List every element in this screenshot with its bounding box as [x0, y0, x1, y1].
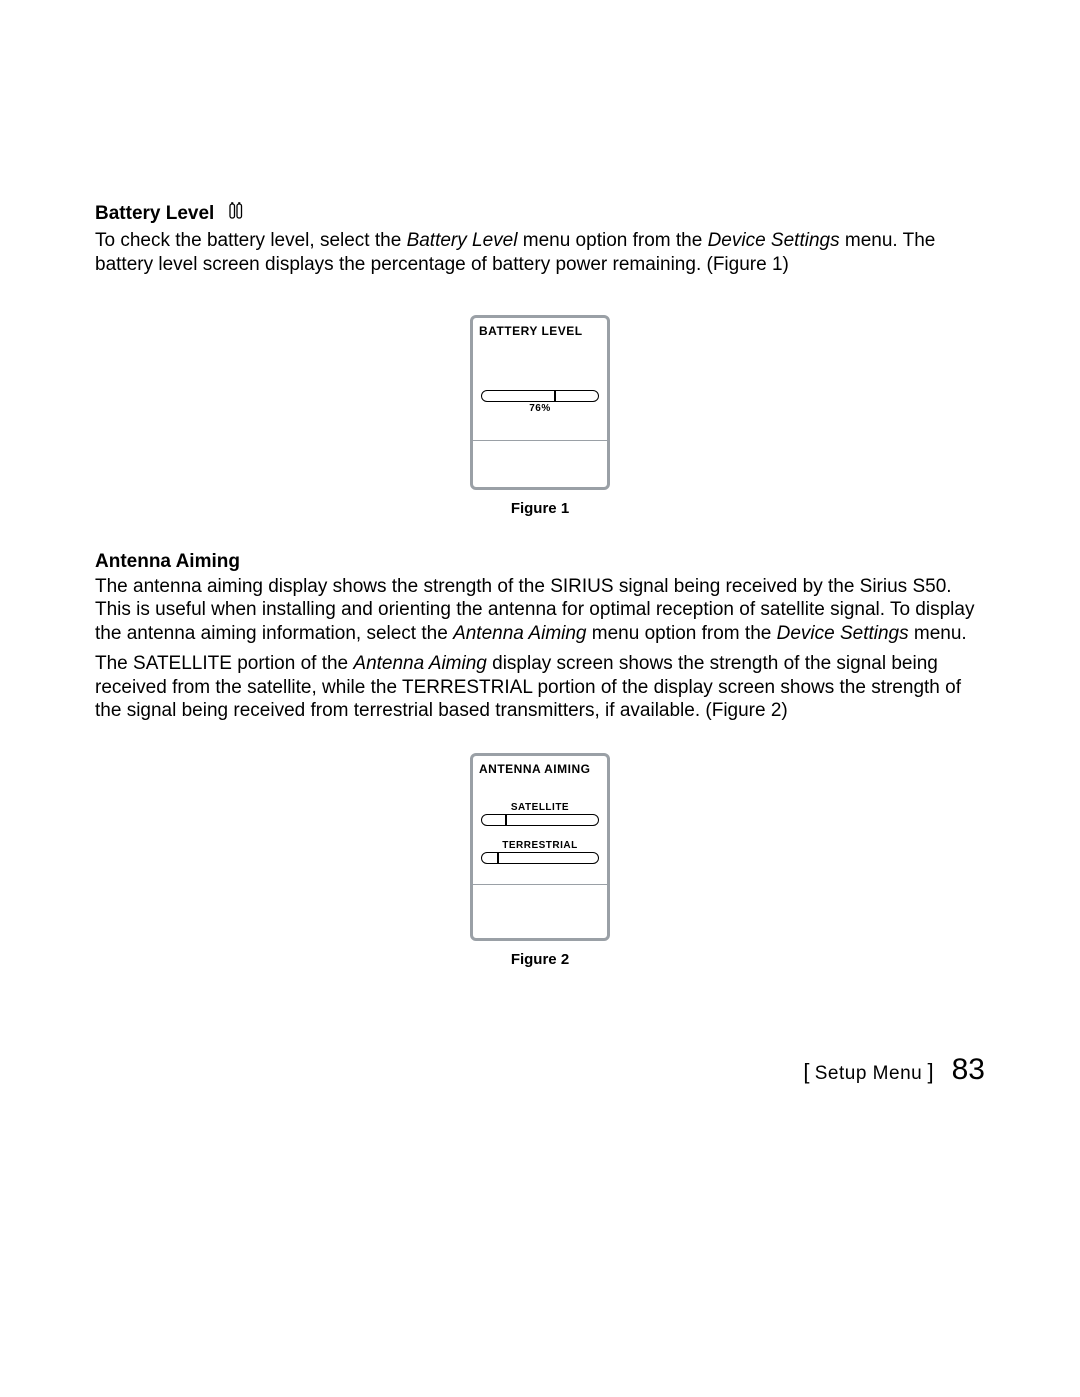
text-italic: Antenna Aiming: [353, 653, 486, 674]
text: menu option from the: [587, 623, 777, 644]
figure-1: BATTERY LEVEL 76% Figure 1: [95, 315, 985, 517]
text: menu.: [909, 623, 967, 644]
figure-2-screen: ANTENNA AIMING SATELLITE TERRESTRIAL: [470, 753, 610, 941]
text-italic: Device Settings: [708, 230, 840, 251]
page-footer: [ Setup Menu ] 83: [803, 1053, 985, 1087]
bracket-open: [: [803, 1059, 809, 1084]
battery-icon: [225, 200, 247, 227]
text: The SATELLITE portion of the: [95, 653, 353, 674]
bracket-close: ]: [928, 1059, 934, 1084]
text-italic: Device Settings: [777, 623, 909, 644]
figure-2-divider-line: [473, 884, 607, 885]
text: menu option from the: [517, 230, 707, 251]
figure-1-progress-bar: [481, 390, 599, 402]
figure-1-screen-title: BATTERY LEVEL: [473, 318, 607, 338]
figure-1-bar-divider: [554, 390, 556, 402]
page-number: 83: [952, 1053, 985, 1087]
text-italic: Antenna Aiming: [453, 623, 586, 644]
figure-2-terr-label: TERRESTRIAL: [473, 840, 607, 851]
figure-2-sat-label: SATELLITE: [473, 802, 607, 813]
figure-1-percent-label: 76%: [473, 403, 607, 414]
page: Battery Level To check the battery level…: [0, 0, 1080, 1397]
battery-level-heading: Battery Level: [95, 203, 214, 225]
text: To check the battery level, select the: [95, 230, 407, 251]
figure-2-caption: Figure 2: [95, 951, 985, 968]
figure-2-terr-divider: [497, 852, 499, 864]
figure-2: ANTENNA AIMING SATELLITE TERRESTRIAL Fig…: [95, 753, 985, 968]
battery-level-heading-row: Battery Level: [95, 200, 985, 227]
footer-section-label: Setup Menu: [815, 1063, 922, 1084]
figure-2-terr-bar: [481, 852, 599, 864]
footer-section: [ Setup Menu ]: [803, 1059, 933, 1085]
figure-1-divider-line: [473, 440, 607, 441]
figure-2-sat-divider: [505, 814, 507, 826]
figure-1-caption: Figure 1: [95, 500, 985, 517]
figure-2-screen-title: ANTENNA AIMING: [473, 756, 607, 776]
antenna-aiming-paragraph-1: The antenna aiming display shows the str…: [95, 575, 985, 646]
figure-1-screen: BATTERY LEVEL 76%: [470, 315, 610, 490]
figure-2-sat-bar: [481, 814, 599, 826]
antenna-aiming-heading: Antenna Aiming: [95, 551, 240, 573]
battery-level-paragraph: To check the battery level, select the B…: [95, 229, 985, 277]
text-italic: Battery Level: [407, 230, 518, 251]
antenna-aiming-paragraph-2: The SATELLITE portion of the Antenna Aim…: [95, 652, 985, 723]
